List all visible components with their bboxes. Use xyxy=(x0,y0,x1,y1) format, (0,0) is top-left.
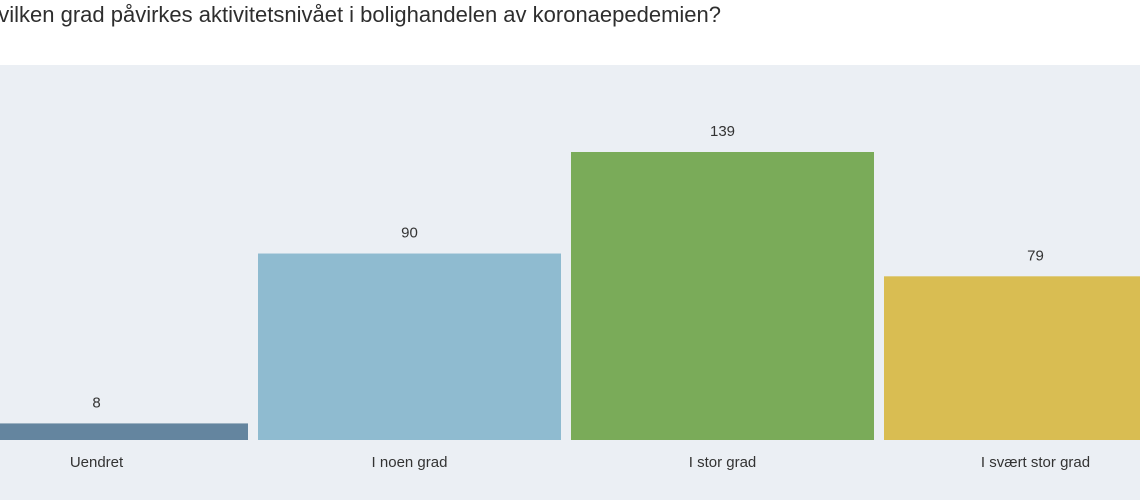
category-label-i-sv-rt-stor-grad: I svært stor grad xyxy=(981,454,1090,471)
category-label-i-noen-grad: I noen grad xyxy=(372,454,448,471)
value-label-uendret: 8 xyxy=(92,394,100,411)
value-label-i-sv-rt-stor-grad: 79 xyxy=(1027,247,1044,264)
plot-area: 8 Uendret 90 I noen grad 139 I stor grad 79 I s… xyxy=(0,65,1140,500)
bar-i-noen-grad xyxy=(258,253,561,440)
chart-title: hvilken grad påvirkes aktivitetsnivået i… xyxy=(0,2,722,27)
value-label-i-noen-grad: 90 xyxy=(401,225,418,242)
bar-chart: 8 Uendret 90 I noen grad 139 I stor grad 79 I s… xyxy=(0,123,1140,471)
category-label-i-stor-grad: I stor grad xyxy=(689,454,757,471)
bar-uendret xyxy=(0,423,248,440)
category-label-uendret: Uendret xyxy=(70,454,124,471)
bar-i-sv-rt-stor-grad xyxy=(884,276,1140,440)
bar-i-stor-grad xyxy=(571,152,874,440)
value-label-i-stor-grad: 139 xyxy=(710,123,735,140)
